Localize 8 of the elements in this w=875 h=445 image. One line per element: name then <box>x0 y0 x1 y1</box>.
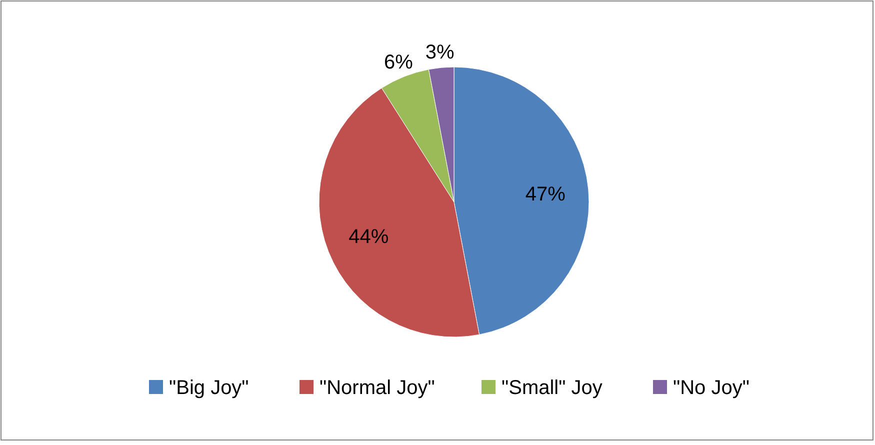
data-label: 6% <box>384 52 414 74</box>
data-label: 47% <box>525 183 566 206</box>
data-label: 3% <box>425 42 454 64</box>
data-label: 44% <box>348 226 389 248</box>
legend-label: "Big Joy" <box>169 377 249 399</box>
legend-label: "No Joy" <box>673 377 750 399</box>
legend-label: "Normal Joy" <box>320 377 435 399</box>
legend-label: "Small" Joy <box>502 377 602 399</box>
